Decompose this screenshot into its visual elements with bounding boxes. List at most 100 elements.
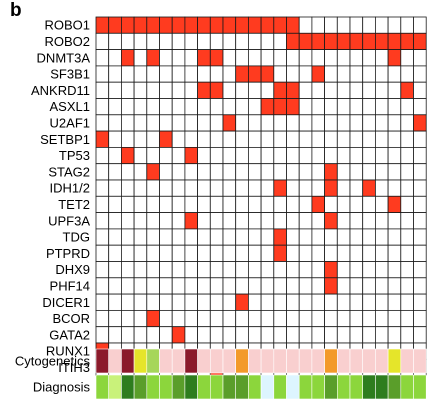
empty-cell-dicer1-s19 <box>324 293 338 311</box>
mutation-cell-robo2-s19 <box>324 32 338 50</box>
mutation-cell-tet2-s18 <box>311 195 325 214</box>
empty-cell-dnmt3a-s16 <box>286 49 300 67</box>
mutation-cell-asxl1-s14 <box>260 98 275 116</box>
empty-cell-ptprd-s22 <box>362 244 376 262</box>
empty-cell-idh1-2-s1 <box>95 179 110 197</box>
empty-cell-tp53-s25 <box>400 146 414 165</box>
empty-cell-ptprd-s13 <box>247 244 262 262</box>
empty-cell-gata2-s9 <box>197 326 211 344</box>
track-cell-cytogenetics-s10 <box>210 348 224 374</box>
empty-cell-asxl1-s23 <box>374 98 389 116</box>
mutation-cell-tet2-s24 <box>387 195 402 214</box>
empty-cell-tp53-s22 <box>362 146 376 165</box>
empty-cell-dhx9-s21 <box>349 261 364 279</box>
empty-cell-bcor-s2 <box>108 309 122 328</box>
track-cell-diagnosis-s1 <box>95 374 109 400</box>
mutation-cell-robo1-s9 <box>197 16 211 34</box>
empty-cell-robo2-s15 <box>273 32 287 50</box>
empty-cell-gata2-s2 <box>108 326 122 344</box>
empty-cell-dhx9-s2 <box>108 261 122 279</box>
mutation-cell-dnmt3a-s9 <box>197 49 211 67</box>
empty-cell-setbp1-s24 <box>387 130 402 148</box>
mutation-cell-bcor-s5 <box>146 309 160 328</box>
empty-cell-dhx9-s25 <box>400 261 414 279</box>
empty-cell-stag2-s23 <box>374 163 389 181</box>
empty-cell-setbp1-s9 <box>197 130 211 148</box>
empty-cell-sf3b1-s23 <box>374 65 389 83</box>
empty-cell-idh1-2-s3 <box>121 179 135 197</box>
empty-cell-phf14-s12 <box>235 277 249 295</box>
empty-cell-phf14-s4 <box>133 277 148 295</box>
empty-cell-u2af1-s21 <box>349 114 364 132</box>
empty-cell-robo1-s25 <box>400 16 414 34</box>
empty-cell-bcor-s19 <box>324 309 338 328</box>
empty-cell-ptprd-s23 <box>374 244 389 262</box>
empty-cell-phf14-s20 <box>336 277 351 295</box>
mutation-cell-setbp1-s1 <box>95 130 110 148</box>
empty-cell-dicer1-s18 <box>311 293 325 311</box>
empty-cell-ptprd-s18 <box>311 244 325 262</box>
empty-cell-u2af1-s13 <box>247 114 262 132</box>
track-cell-diagnosis-s10 <box>210 374 224 400</box>
empty-cell-setbp1-s26 <box>413 130 427 148</box>
empty-cell-setbp1-s5 <box>146 130 160 148</box>
empty-cell-ptprd-s14 <box>260 244 275 262</box>
mutation-cell-robo2-s25 <box>400 32 414 50</box>
empty-cell-dicer1-s24 <box>387 293 402 311</box>
empty-cell-tdg-s2 <box>108 228 122 246</box>
mutation-cell-ptprd-s15 <box>273 244 287 262</box>
empty-cell-u2af1-s8 <box>184 114 198 132</box>
empty-cell-ankrd11-s21 <box>349 81 364 99</box>
empty-cell-u2af1-s6 <box>159 114 173 132</box>
empty-cell-asxl1-s4 <box>133 98 148 116</box>
empty-cell-idh1-2-s14 <box>260 179 275 197</box>
track-cell-cytogenetics-s9 <box>197 348 211 374</box>
empty-cell-upf3a-s10 <box>209 212 224 230</box>
track-cell-cytogenetics-s12 <box>235 348 249 374</box>
empty-cell-phf14-s21 <box>349 277 364 295</box>
empty-cell-dnmt3a-s25 <box>400 49 414 67</box>
empty-cell-tp53-s23 <box>374 146 389 165</box>
mutation-cell-robo2-s21 <box>349 32 364 50</box>
empty-cell-asxl1-s24 <box>387 98 402 116</box>
empty-cell-dicer1-s22 <box>362 293 376 311</box>
empty-cell-sf3b1-s7 <box>171 65 186 83</box>
empty-cell-tp53-s5 <box>146 146 160 165</box>
empty-cell-tdg-s1 <box>95 228 110 246</box>
empty-cell-u2af1-s19 <box>324 114 338 132</box>
empty-cell-stag2-s2 <box>108 163 122 181</box>
empty-cell-bcor-s21 <box>349 309 364 328</box>
track-cell-cytogenetics-s8 <box>184 348 198 374</box>
empty-cell-ptprd-s6 <box>159 244 173 262</box>
empty-cell-tet2-s3 <box>121 195 135 214</box>
empty-cell-ankrd11-s2 <box>108 81 122 99</box>
mutation-cell-asxl1-s15 <box>273 98 287 116</box>
empty-cell-stag2-s20 <box>336 163 351 181</box>
empty-cell-robo2-s2 <box>108 32 122 50</box>
empty-cell-stag2-s8 <box>184 163 198 181</box>
empty-cell-gata2-s16 <box>286 326 300 344</box>
empty-cell-dhx9-s6 <box>159 261 173 279</box>
empty-cell-asxl1-s20 <box>336 98 351 116</box>
empty-cell-upf3a-s21 <box>349 212 364 230</box>
empty-cell-gata2-s6 <box>159 326 173 344</box>
empty-cell-sf3b1-s1 <box>95 65 110 83</box>
empty-cell-tp53-s18 <box>311 146 325 165</box>
empty-cell-dnmt3a-s20 <box>336 49 351 67</box>
track-cell-diagnosis-s3 <box>121 374 135 400</box>
empty-cell-gata2-s3 <box>121 326 135 344</box>
gene-label-tdg: TDG <box>63 230 90 245</box>
empty-cell-robo1-s18 <box>311 16 325 34</box>
empty-cell-ankrd11-s14 <box>260 81 275 99</box>
empty-cell-robo2-s7 <box>171 32 186 50</box>
empty-cell-gata2-s26 <box>413 326 427 344</box>
empty-cell-bcor-s26 <box>413 309 427 328</box>
empty-cell-asxl1-s10 <box>209 98 224 116</box>
empty-cell-dhx9-s26 <box>413 261 427 279</box>
empty-cell-tet2-s6 <box>159 195 173 214</box>
empty-cell-idh1-2-s9 <box>197 179 211 197</box>
mutation-cell-u2af1-s11 <box>222 114 237 132</box>
empty-cell-tdg-s19 <box>324 228 338 246</box>
empty-cell-sf3b1-s25 <box>400 65 414 83</box>
